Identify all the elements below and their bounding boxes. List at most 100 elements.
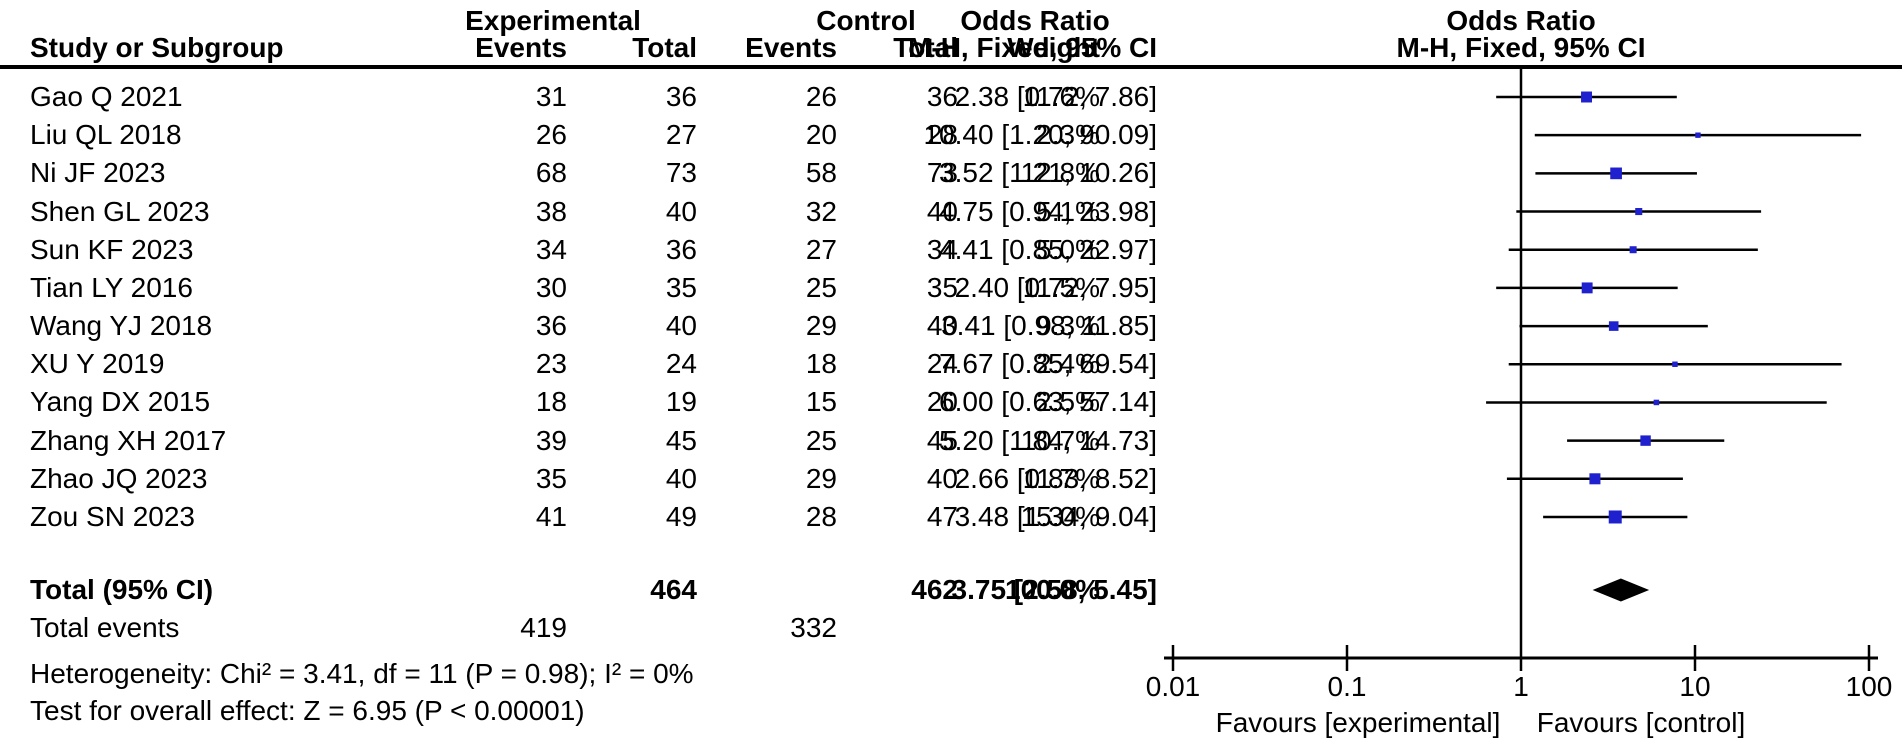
cell-exp-total: 36 bbox=[665, 233, 697, 265]
cell-ctl-total: 28 bbox=[926, 119, 958, 151]
cell-or-ci: 3.52 [1.21, 10.26] bbox=[939, 157, 1157, 189]
col-ctl-total: Total bbox=[893, 32, 958, 63]
header-divider bbox=[0, 65, 1902, 69]
cell-exp-events: 68 bbox=[535, 157, 567, 189]
cell-exp-total: 36 bbox=[665, 81, 697, 112]
cell-ctl-events: 32 bbox=[805, 195, 837, 227]
cell-ctl-total: 73 bbox=[926, 157, 958, 189]
col-ctl-events: Events bbox=[745, 32, 837, 63]
cell-exp-events: 18 bbox=[535, 386, 567, 418]
cell-ctl-events: 26 bbox=[805, 81, 837, 112]
cell-exp-total: 40 bbox=[665, 462, 697, 494]
col-odds-ratio-plot: Odds Ratio bbox=[1446, 5, 1596, 36]
cell-or-ci: 4.75 [0.94, 23.98] bbox=[939, 195, 1157, 227]
study-label: Gao Q 2021 bbox=[30, 81, 183, 112]
axis-tick-label: 0.1 bbox=[1327, 671, 1367, 702]
cell-ctl-events: 25 bbox=[805, 271, 837, 303]
cell-ctl-events: 25 bbox=[805, 424, 837, 456]
cell-or-ci: 4.41 [0.85, 22.97] bbox=[939, 233, 1157, 265]
study-label: Zhang XH 2017 bbox=[30, 424, 227, 456]
col-group-control: Control bbox=[816, 5, 916, 36]
total-row-label: Total (95% CI) bbox=[30, 574, 214, 605]
cell-exp-events: 26 bbox=[535, 119, 567, 151]
col-exp-events: Events bbox=[475, 32, 567, 63]
col-study-or-subgroup: Study or Subgroup bbox=[30, 32, 284, 63]
cell-ctl-total: 20 bbox=[926, 386, 958, 418]
cell-ctl-events: 29 bbox=[805, 310, 837, 342]
cell-weight: 11.7% bbox=[1022, 462, 1100, 494]
cell-or-ci: 10.40 [1.20, 90.09] bbox=[923, 119, 1157, 151]
total-exp-total: 464 bbox=[650, 574, 697, 605]
axis-tick-label: 10 bbox=[1679, 671, 1711, 702]
or-marker-square bbox=[1640, 435, 1651, 446]
cell-exp-total: 73 bbox=[665, 157, 697, 189]
cell-ctl-events: 27 bbox=[805, 233, 837, 265]
cell-ctl-total: 24 bbox=[926, 348, 958, 380]
heterogeneity-note: Heterogeneity: Chi² = 3.41, df = 11 (P =… bbox=[30, 658, 694, 689]
col-odds-ratio-text: Odds Ratio bbox=[960, 5, 1110, 36]
study-label: Zou SN 2023 bbox=[30, 500, 195, 532]
or-marker-square bbox=[1581, 282, 1593, 294]
or-marker-square bbox=[1608, 321, 1619, 331]
or-marker-square bbox=[1653, 399, 1660, 406]
cell-or-ci: 7.67 [0.85, 69.54] bbox=[939, 348, 1157, 380]
summary-diamond bbox=[1592, 578, 1650, 602]
favours-control-label: Favours [control] bbox=[1536, 707, 1746, 738]
cell-or-ci: 3.41 [0.98, 11.85] bbox=[941, 310, 1157, 342]
cell-ctl-total: 35 bbox=[926, 271, 958, 303]
cell-ctl-events: 29 bbox=[805, 462, 837, 494]
cell-ctl-total: 40 bbox=[926, 310, 958, 342]
or-marker-square bbox=[1629, 246, 1637, 254]
cell-ctl-total: 40 bbox=[926, 462, 958, 494]
cell-or-ci: 6.00 [0.63, 57.14] bbox=[939, 386, 1157, 418]
axis-tick-label: 100 bbox=[1845, 671, 1893, 702]
cell-ctl-total: 36 bbox=[926, 81, 958, 112]
cell-exp-events: 36 bbox=[535, 310, 567, 342]
or-marker-square bbox=[1608, 510, 1622, 524]
total-events-ctl: 332 bbox=[790, 612, 837, 643]
study-label: Ni JF 2023 bbox=[30, 157, 166, 189]
cell-or-ci: 3.48 [1.34, 9.04] bbox=[954, 500, 1157, 532]
or-marker-square bbox=[1695, 132, 1701, 138]
axis-tick-label: 0.01 bbox=[1145, 671, 1201, 702]
cell-weight: 5.0% bbox=[1036, 233, 1100, 265]
cell-exp-total: 35 bbox=[665, 271, 697, 303]
cell-exp-total: 40 bbox=[665, 310, 697, 342]
total-weight: 100.0% bbox=[1005, 574, 1100, 605]
total-events-exp: 419 bbox=[520, 612, 567, 643]
cell-weight: 15.0% bbox=[1020, 500, 1100, 532]
cell-exp-total: 40 bbox=[665, 195, 697, 227]
or-marker-square bbox=[1589, 473, 1601, 485]
col-mh-fixed-ci-plot: M-H, Fixed, 95% CI bbox=[1396, 32, 1646, 63]
study-label: Shen GL 2023 bbox=[30, 195, 210, 227]
cell-exp-total: 45 bbox=[665, 424, 697, 456]
or-marker-square bbox=[1635, 208, 1643, 216]
cell-weight: 11.5% bbox=[1022, 271, 1100, 303]
cell-weight: 2.4% bbox=[1036, 348, 1100, 380]
cell-ctl-total: 34 bbox=[926, 233, 958, 265]
cell-ctl-events: 15 bbox=[805, 386, 837, 418]
study-label: Zhao JQ 2023 bbox=[30, 462, 208, 494]
col-exp-total: Total bbox=[632, 32, 697, 63]
favours-experimental-label: Favours [experimental] bbox=[1215, 707, 1501, 738]
cell-weight: 9.3% bbox=[1036, 310, 1100, 342]
study-label: XU Y 2019 bbox=[30, 348, 165, 380]
cell-or-ci: 2.66 [0.83, 8.52] bbox=[954, 462, 1157, 494]
cell-exp-total: 19 bbox=[665, 386, 697, 418]
cell-ctl-events: 18 bbox=[805, 348, 837, 380]
axis-tick-label: 1 bbox=[1513, 671, 1529, 702]
cell-weight: 10.7% bbox=[1020, 424, 1100, 456]
cell-ctl-total: 45 bbox=[926, 424, 958, 456]
col-mh-fixed-ci-text: M-H, Fixed, 95% CI bbox=[908, 32, 1157, 63]
overall-effect-note: Test for overall effect: Z = 6.95 (P < 0… bbox=[30, 695, 585, 726]
col-group-experimental: Experimental bbox=[465, 5, 641, 36]
col-weight: Weight bbox=[1007, 32, 1100, 63]
cell-exp-events: 30 bbox=[535, 271, 567, 303]
cell-ctl-total: 40 bbox=[926, 195, 958, 227]
cell-weight: 11.6% bbox=[1022, 81, 1100, 112]
cell-or-ci: 2.38 [0.72, 7.86] bbox=[954, 81, 1157, 112]
cell-weight: 12.8% bbox=[1020, 157, 1100, 189]
or-marker-square bbox=[1672, 361, 1678, 367]
total-events-label: Total events bbox=[30, 612, 180, 643]
